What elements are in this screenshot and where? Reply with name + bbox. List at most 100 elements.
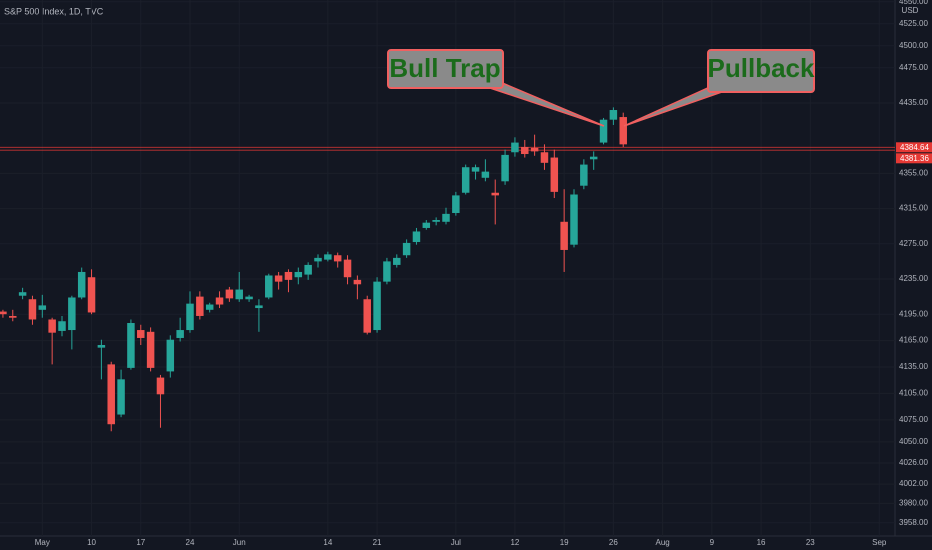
candle-body — [97, 345, 106, 348]
candle-body — [481, 171, 490, 178]
candle-body — [491, 192, 499, 196]
x-tick-label: 19 — [560, 538, 569, 547]
chart-title: S&P 500 Index, 1D, TVC — [4, 6, 104, 16]
y-tick-label: 4135.00 — [899, 362, 928, 371]
candle-body — [186, 303, 194, 331]
candle-body — [589, 156, 598, 160]
candle-body — [176, 330, 184, 338]
candle-body — [225, 289, 234, 299]
candle-body — [0, 311, 7, 315]
x-tick-label: 12 — [510, 538, 519, 547]
y-tick-label: 4525.00 — [899, 19, 928, 28]
x-tick-label: Sep — [872, 538, 887, 547]
candle-body — [560, 221, 568, 250]
x-tick-label: 26 — [609, 538, 618, 547]
candle-body — [28, 299, 37, 320]
y-tick-label: 4105.00 — [899, 389, 928, 398]
x-tick-label: 23 — [806, 538, 815, 547]
x-tick-label: Jul — [451, 538, 461, 547]
y-tick-label: 4550.00 — [899, 0, 928, 6]
candle-body — [137, 330, 145, 338]
candle-body — [87, 277, 96, 313]
candle-body — [412, 231, 421, 243]
candle-body — [333, 255, 342, 262]
candle-body — [461, 167, 470, 193]
x-tick-label: 10 — [87, 538, 96, 547]
y-tick-label: 4195.00 — [899, 309, 928, 318]
candle-body — [156, 377, 165, 395]
candle-body — [58, 321, 66, 331]
candle-body — [324, 254, 332, 260]
x-tick-label: Jun — [233, 538, 246, 547]
price-label: 4381.36 — [900, 154, 929, 163]
candle-body — [353, 279, 362, 285]
x-tick-label: May — [35, 538, 50, 547]
y-tick-label: 4355.00 — [899, 168, 928, 177]
candle-body — [9, 315, 17, 318]
y-tick-label: 4475.00 — [899, 63, 928, 72]
y-tick-label: 3958.00 — [899, 518, 928, 527]
annotation-pullback: Pullback — [623, 49, 815, 127]
candle-body — [77, 271, 86, 298]
candle-body — [452, 195, 460, 213]
candle-body — [393, 257, 401, 265]
price-label-box — [896, 142, 932, 153]
y-axis-label: USD — [902, 6, 919, 15]
x-tick-label: 9 — [710, 538, 715, 547]
candle-body — [373, 281, 381, 331]
x-tick-label: 21 — [373, 538, 382, 547]
y-tick-label: 4050.00 — [899, 437, 928, 446]
candle-body — [215, 297, 224, 305]
candle-body — [540, 152, 549, 163]
candle-body — [284, 271, 293, 280]
price-label: 4384.64 — [900, 143, 929, 152]
x-tick-label: 17 — [136, 538, 145, 547]
y-tick-label: 4315.00 — [899, 204, 928, 213]
candle-body — [265, 275, 273, 298]
y-tick-label: 4002.00 — [899, 479, 928, 488]
y-tick-label: 3980.00 — [899, 499, 928, 508]
candle-body — [127, 323, 135, 368]
candle-body — [205, 304, 214, 310]
annotation-text: Bull Trap — [389, 53, 500, 83]
y-tick-label: 4500.00 — [899, 41, 928, 50]
candle-body — [363, 299, 371, 333]
y-tick-label: 4235.00 — [899, 274, 928, 283]
plot-area — [0, 107, 895, 432]
candle-body — [48, 319, 56, 333]
candle-body — [471, 167, 480, 172]
candle-body — [442, 213, 450, 222]
candle-body — [294, 271, 303, 278]
candle-body — [18, 292, 27, 296]
price-label-box — [896, 153, 932, 164]
candle-body — [511, 142, 519, 153]
candle-body — [580, 164, 588, 186]
y-tick-label: 4275.00 — [899, 239, 928, 248]
candle-body — [530, 147, 539, 152]
y-tick-label: 4165.00 — [899, 336, 928, 345]
candle-body — [255, 305, 263, 309]
candle-body — [383, 261, 391, 282]
candle-body — [521, 146, 529, 155]
candle-body — [599, 119, 608, 143]
candle-body — [196, 296, 204, 316]
candle-body — [117, 379, 125, 415]
candle-body — [402, 242, 411, 256]
candle-body — [245, 296, 253, 300]
candle-body — [38, 305, 47, 310]
candle-body — [422, 222, 431, 228]
x-tick-label: Aug — [655, 538, 669, 547]
candle-body — [432, 220, 440, 222]
candle-body — [343, 259, 352, 278]
candle-body — [166, 339, 175, 372]
candle-body — [609, 110, 618, 120]
candle-body — [68, 297, 76, 331]
y-tick-label: 4435.00 — [899, 98, 928, 107]
callout-box — [387, 49, 504, 89]
candle-body — [501, 154, 509, 182]
candle-body — [619, 117, 627, 145]
candle-body — [107, 364, 115, 425]
candle-body — [235, 289, 243, 300]
callout-box — [707, 49, 815, 93]
